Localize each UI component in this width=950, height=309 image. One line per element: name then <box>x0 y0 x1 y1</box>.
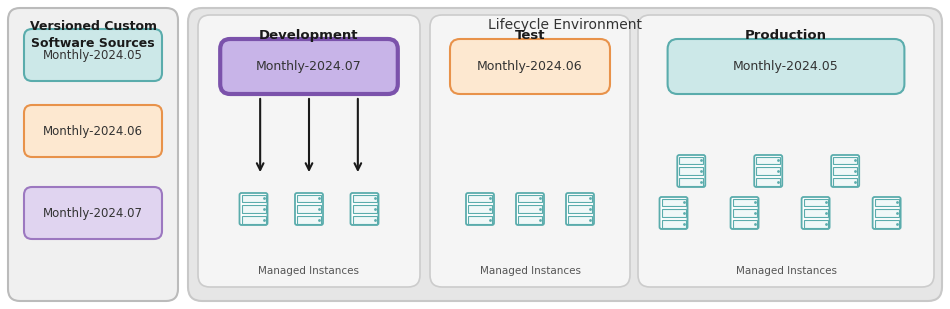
Bar <box>297 216 321 223</box>
Bar <box>661 220 686 227</box>
FancyBboxPatch shape <box>638 15 934 287</box>
Bar <box>241 216 265 223</box>
Text: Managed Instances: Managed Instances <box>258 266 359 276</box>
Bar <box>679 167 703 175</box>
Bar <box>756 167 780 175</box>
Text: Managed Instances: Managed Instances <box>480 266 580 276</box>
FancyBboxPatch shape <box>351 193 378 225</box>
FancyBboxPatch shape <box>450 39 610 94</box>
FancyBboxPatch shape <box>731 197 758 229</box>
Bar <box>804 198 827 206</box>
FancyBboxPatch shape <box>802 197 829 229</box>
Bar <box>468 216 492 223</box>
Text: Monthly-2024.06: Monthly-2024.06 <box>477 60 582 73</box>
Bar <box>833 156 857 164</box>
Bar <box>732 220 756 227</box>
FancyBboxPatch shape <box>239 193 268 225</box>
Text: Versioned Custom
Software Sources: Versioned Custom Software Sources <box>29 20 157 50</box>
FancyBboxPatch shape <box>188 8 942 301</box>
Bar <box>297 205 321 213</box>
Bar <box>875 220 899 227</box>
Text: Lifecycle Environment: Lifecycle Environment <box>488 18 642 32</box>
Bar <box>568 205 592 213</box>
Bar <box>468 205 492 213</box>
Bar <box>352 194 376 202</box>
Bar <box>679 156 703 164</box>
Bar <box>732 209 756 217</box>
FancyBboxPatch shape <box>295 193 323 225</box>
Bar <box>352 205 376 213</box>
Bar <box>679 178 703 185</box>
Text: Monthly-2024.07: Monthly-2024.07 <box>43 206 143 219</box>
Text: Development: Development <box>259 29 359 42</box>
Text: Monthly-2024.07: Monthly-2024.07 <box>256 60 362 73</box>
FancyBboxPatch shape <box>677 155 705 187</box>
Bar <box>732 198 756 206</box>
Bar <box>518 194 542 202</box>
Bar <box>833 178 857 185</box>
Text: Managed Instances: Managed Instances <box>735 266 837 276</box>
FancyBboxPatch shape <box>566 193 594 225</box>
Bar <box>518 216 542 223</box>
Text: Monthly-2024.05: Monthly-2024.05 <box>43 49 142 61</box>
Text: Production: Production <box>745 29 827 42</box>
Text: Test: Test <box>515 29 545 42</box>
Bar <box>352 216 376 223</box>
FancyBboxPatch shape <box>24 29 162 81</box>
Bar <box>875 209 899 217</box>
FancyBboxPatch shape <box>873 197 901 229</box>
FancyBboxPatch shape <box>24 105 162 157</box>
Text: Monthly-2024.05: Monthly-2024.05 <box>733 60 839 73</box>
Bar <box>568 216 592 223</box>
Bar <box>833 167 857 175</box>
FancyBboxPatch shape <box>220 39 398 94</box>
FancyBboxPatch shape <box>659 197 688 229</box>
Bar <box>756 178 780 185</box>
FancyBboxPatch shape <box>8 8 178 301</box>
Bar <box>568 194 592 202</box>
FancyBboxPatch shape <box>430 15 630 287</box>
FancyBboxPatch shape <box>516 193 544 225</box>
Bar <box>297 194 321 202</box>
Bar <box>468 194 492 202</box>
Bar <box>241 194 265 202</box>
Bar <box>518 205 542 213</box>
FancyBboxPatch shape <box>754 155 782 187</box>
Bar <box>661 209 686 217</box>
Bar <box>756 156 780 164</box>
FancyBboxPatch shape <box>466 193 494 225</box>
Bar <box>875 198 899 206</box>
FancyBboxPatch shape <box>24 187 162 239</box>
Bar <box>241 205 265 213</box>
Bar <box>804 220 827 227</box>
Text: Monthly-2024.06: Monthly-2024.06 <box>43 125 143 138</box>
FancyBboxPatch shape <box>668 39 904 94</box>
Bar <box>804 209 827 217</box>
FancyBboxPatch shape <box>831 155 859 187</box>
FancyBboxPatch shape <box>198 15 420 287</box>
Bar <box>661 198 686 206</box>
